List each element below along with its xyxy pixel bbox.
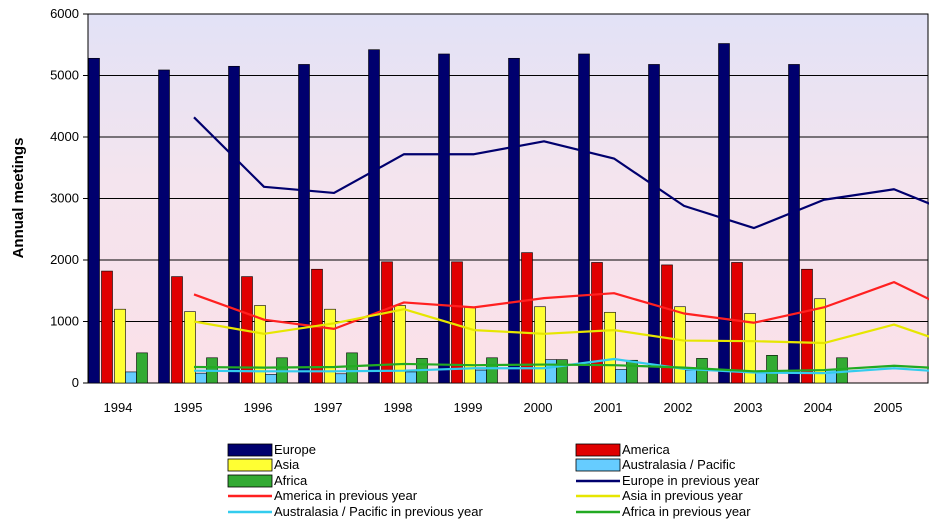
y-tick-label-5000: 5000	[50, 68, 79, 83]
bar-europe-2001	[578, 53, 590, 384]
legend: Europe America Asia Australasia / Pacific Af…	[227, 442, 760, 519]
bar-australasia-pacific-1997	[335, 373, 347, 384]
legend-swatch-europe	[227, 443, 273, 457]
bar-europe-1998	[368, 49, 380, 384]
legend-label-europe-in-previous-year: Europe in previous year	[622, 473, 760, 488]
legend-label-australasia-pacific: Australasia / Pacific	[622, 457, 736, 472]
bar-america-1995	[171, 276, 183, 384]
y-tick-label-6000: 6000	[50, 6, 79, 21]
bar-america-2000	[521, 252, 533, 384]
bar-europe-2003	[718, 43, 730, 384]
bar-america-1994	[101, 270, 113, 384]
bar-europe-2002	[648, 64, 660, 384]
bar-europe-2004	[788, 64, 800, 384]
bar-asia-1998	[394, 305, 406, 384]
x-tick-label-2002: 2002	[664, 400, 693, 415]
x-tick-label-1996: 1996	[244, 400, 273, 415]
bar-europe-1999	[438, 53, 450, 384]
bar-europe-1996	[228, 65, 240, 384]
legend-swatch-australasia-pacific	[575, 458, 621, 472]
legend-label-australasia-pacific-in-previous-year: Australasia / Pacific in previous year	[274, 504, 483, 519]
bar-africa-2003	[766, 355, 778, 384]
bar-america-2002	[661, 264, 673, 384]
line-asia-in-previous-year	[193, 308, 929, 345]
bar-america-2001	[591, 262, 603, 384]
bar-america-1998	[381, 261, 393, 384]
bar-asia-1999	[464, 307, 476, 384]
bar-asia-2001	[604, 311, 616, 384]
x-tick-label-1997: 1997	[314, 400, 343, 415]
bar-australasia-pacific-2000	[545, 359, 557, 384]
bar-australasia-pacific-2002	[685, 369, 697, 384]
line-america-in-previous-year	[193, 281, 929, 330]
gridlines	[88, 75, 928, 322]
bar-asia-2004	[814, 298, 826, 384]
y-tick-label-2000: 2000	[50, 252, 79, 267]
bar-asia-1996	[254, 305, 266, 384]
legend-label-asia: Asia	[274, 457, 300, 472]
legend-label-america-in-previous-year: America in previous year	[274, 488, 418, 503]
legend-label-africa-in-previous-year: Africa in previous year	[622, 504, 751, 519]
bar-europe-1997	[298, 64, 310, 384]
bar-africa-1994	[136, 352, 148, 384]
y-tick-label-1000: 1000	[50, 314, 79, 329]
y-tick-label-3000: 3000	[50, 191, 79, 206]
bar-asia-2002	[674, 306, 686, 384]
line-europe-in-previous-year	[193, 116, 929, 230]
x-tick-label-2005: 2005	[874, 400, 903, 415]
x-tick-label-1995: 1995	[174, 400, 203, 415]
bar-europe-2000	[508, 57, 520, 384]
bar-australasia-pacific-2001	[615, 369, 627, 384]
bar-australasia-pacific-1996	[265, 374, 277, 384]
bar-africa-1997	[346, 352, 358, 384]
axes: 0 1000 2000 3000 4000 5000 6000 1994 1995 1996 199…	[50, 6, 902, 415]
legend-swatch-america	[575, 443, 621, 457]
bar-africa-2000	[556, 359, 568, 384]
y-tick-label-0: 0	[72, 375, 79, 390]
bar-asia-1995	[184, 311, 196, 384]
line-africa-in-previous-year	[193, 362, 929, 373]
legend-label-europe: Europe	[274, 442, 316, 457]
bar-america-2004	[801, 268, 813, 384]
bar-america-2003	[731, 262, 743, 384]
bar-marks	[88, 43, 848, 384]
bar-europe-1994	[88, 57, 100, 384]
bar-africa-2004	[836, 357, 848, 384]
y-tick-label-4000: 4000	[50, 129, 79, 144]
line-australasia-pacific-in-previous-year	[193, 357, 929, 375]
bar-europe-1995	[158, 69, 170, 384]
bar-asia-2003	[744, 313, 756, 384]
bar-australasia-pacific-1998	[405, 371, 417, 384]
x-tick-label-2003: 2003	[734, 400, 763, 415]
x-tick-label-1999: 1999	[454, 400, 483, 415]
x-tick-label-2004: 2004	[804, 400, 833, 415]
x-tick-label-1994: 1994	[104, 400, 133, 415]
x-tick-label-2001: 2001	[594, 400, 623, 415]
bar-asia-2000	[534, 306, 546, 384]
x-tick-label-2000: 2000	[524, 400, 553, 415]
y-axis-label: Annual meetings	[10, 138, 27, 259]
bar-africa-1999	[486, 357, 498, 384]
bar-australasia-pacific-1995	[195, 372, 207, 384]
line-marks	[193, 116, 929, 375]
bar-asia-1994	[114, 308, 126, 384]
legend-swatch-asia	[227, 458, 273, 472]
x-tick-label-1998: 1998	[384, 400, 413, 415]
legend-label-america: America	[622, 442, 670, 457]
bar-australasia-pacific-1999	[475, 369, 487, 384]
bar-africa-2001	[626, 359, 638, 384]
bar-asia-1997	[324, 308, 336, 384]
legend-label-africa: Africa	[274, 473, 308, 488]
legend-label-asia-in-previous-year: Asia in previous year	[622, 488, 743, 503]
legend-swatch-africa	[227, 474, 273, 488]
bar-australasia-pacific-1994	[125, 371, 137, 384]
